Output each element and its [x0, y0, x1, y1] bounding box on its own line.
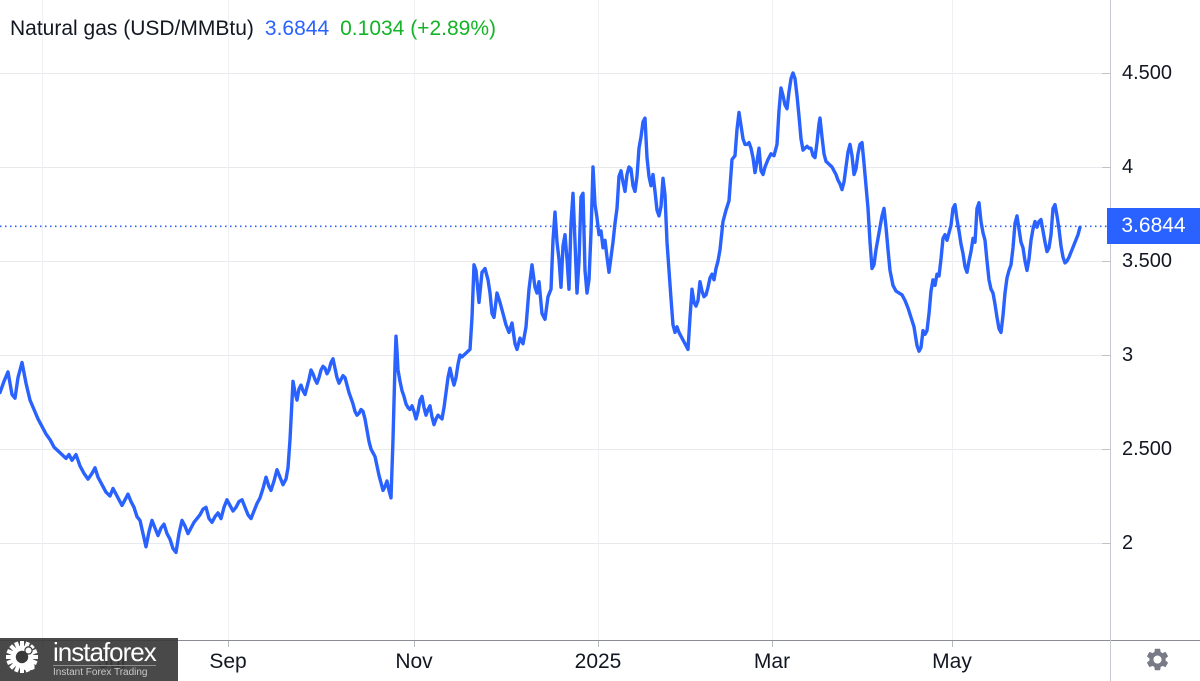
last-price-value: 3.6844: [264, 17, 330, 40]
gridline-v: [952, 0, 953, 640]
price-axis-label: 3: [1122, 344, 1134, 366]
gridline-v: [414, 0, 415, 640]
gridline-h: [0, 449, 1110, 450]
price-axis-label: 4: [1122, 156, 1134, 178]
chart-pane[interactable]: [0, 0, 1110, 640]
logo-text-block: instaforex Instant Forex Trading: [53, 637, 157, 679]
price-axis-tick: [1102, 449, 1110, 450]
price-axis-tick: [1102, 73, 1110, 74]
time-axis-tick: [228, 641, 229, 647]
price-axis-border: [1110, 0, 1111, 681]
logo-brand-text: instaforex: [53, 637, 157, 667]
time-axis[interactable]: JulSepNov2025MarMay: [0, 641, 1110, 681]
time-axis-label: Nov: [395, 650, 433, 673]
price-line: [0, 71, 1082, 555]
symbol-title: Natural gas (USD/MMBtu): [10, 17, 254, 40]
logo-tagline-text: Instant Forex Trading: [53, 665, 156, 679]
price-axis[interactable]: 4.500 4 3.500 3 2.500 2: [1102, 0, 1200, 640]
time-axis-tick: [598, 641, 599, 647]
time-axis-label: Mar: [753, 650, 791, 673]
price-axis-label: 4.500: [1122, 62, 1173, 84]
gridline-h: [0, 167, 1110, 168]
gridline-h: [0, 355, 1110, 356]
gridline-h: [0, 261, 1110, 262]
gridline-v: [772, 0, 773, 640]
price-axis-label: 3.500: [1122, 250, 1173, 272]
last-price-tag-text: 3.6844: [1121, 214, 1186, 238]
settings-button[interactable]: [1142, 646, 1172, 676]
gridline-v: [598, 0, 599, 640]
price-axis-label: 2: [1122, 532, 1134, 554]
time-axis-label: Sep: [209, 650, 247, 673]
gear-person-icon: [6, 637, 50, 681]
time-axis-tick: [772, 641, 773, 647]
chart-header: Natural gas (USD/MMBtu) 3.6844 0.1034 (+…: [10, 17, 496, 41]
price-series-svg: [0, 71, 1110, 555]
gear-icon: [1144, 646, 1171, 676]
time-axis-border: [0, 640, 1200, 641]
price-axis-tick: [1102, 167, 1110, 168]
gridline-h: [0, 543, 1110, 544]
price-axis-label: 2.500: [1122, 438, 1173, 460]
time-axis-tick: [414, 641, 415, 647]
last-price-tag: 3.6844: [1107, 208, 1200, 245]
price-axis-tick: [1102, 261, 1110, 262]
price-change: 0.1034 (+2.89%): [340, 17, 496, 40]
gridline-h: [0, 73, 1110, 74]
time-axis-tick: [952, 641, 953, 647]
price-axis-tick: [1102, 355, 1110, 356]
time-axis-label: 2025: [574, 650, 622, 673]
price-axis-tick: [1102, 543, 1110, 544]
time-axis-label: May: [932, 650, 972, 673]
instaforex-logo-link[interactable]: instaforex Instant Forex Trading: [0, 638, 178, 681]
gridline-v: [42, 0, 43, 640]
gridline-v: [228, 0, 229, 640]
